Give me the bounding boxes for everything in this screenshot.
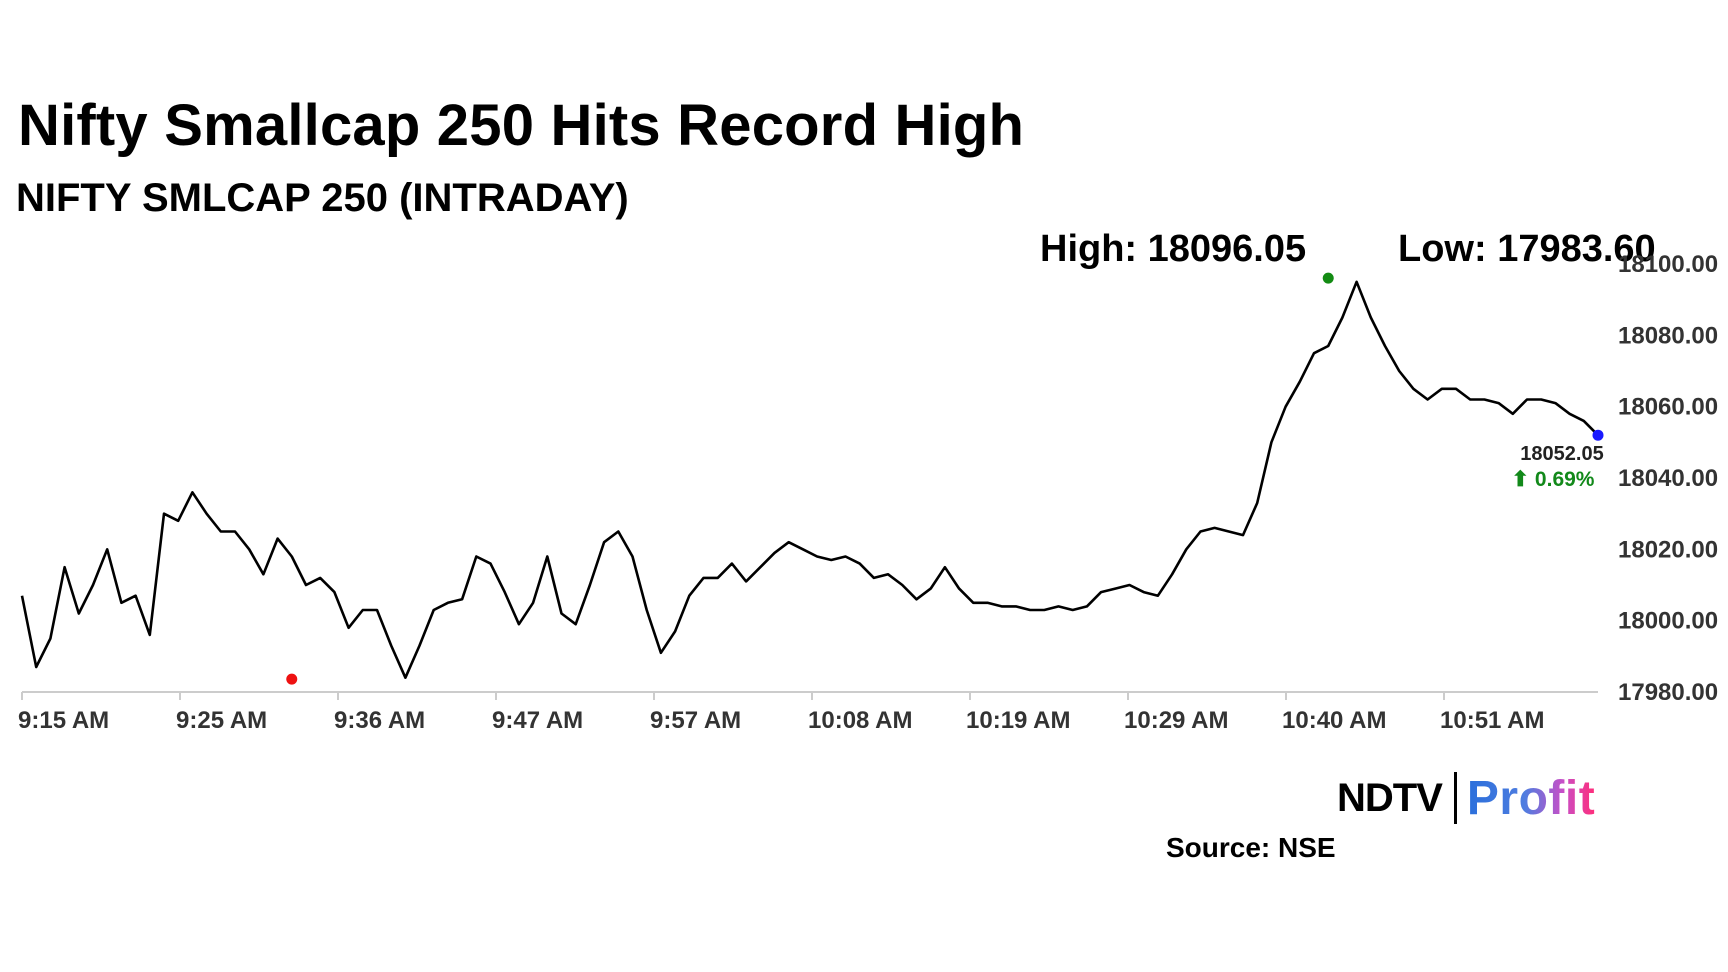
last-value-label: 18052.05	[1520, 443, 1603, 465]
y-tick-label: 18020.00	[1618, 536, 1718, 563]
x-tick-label: 10:19 AM	[966, 707, 1070, 734]
x-tick-label: 9:57 AM	[650, 707, 741, 734]
x-tick-label: 9:47 AM	[492, 707, 583, 734]
ndtv-profit-logo: NDTV Profit	[1337, 770, 1595, 826]
chart-subtitle: NIFTY SMLCAP 250 (INTRADAY)	[16, 176, 629, 220]
chart-title: Nifty Smallcap 250 Hits Record High	[18, 93, 1025, 158]
low-value-label: Low: 17983.60	[1398, 228, 1656, 270]
x-tick-label: 9:15 AM	[18, 707, 109, 734]
x-tick-label: 10:51 AM	[1440, 707, 1544, 734]
low-marker	[286, 673, 298, 685]
x-tick-label: 10:08 AM	[808, 707, 912, 734]
x-tick-label: 10:29 AM	[1124, 707, 1228, 734]
x-axis-ticks: 9:15 AM 9:25 AM 9:36 AM 9:47 AM 9:57 AM 10:08…	[18, 692, 1544, 734]
x-tick-label: 9:25 AM	[176, 707, 267, 734]
change-percent-label: ⬆ 0.69%	[1512, 468, 1595, 491]
x-tick-label: 10:40 AM	[1282, 707, 1386, 734]
last-value-marker	[1592, 429, 1604, 441]
x-tick-label: 9:36 AM	[334, 707, 425, 734]
y-axis-ticks: 18100.00 18080.00 18060.00 18040.00 18020.00…	[1618, 251, 1718, 706]
y-tick-label: 18080.00	[1618, 322, 1718, 349]
y-tick-label: 17980.00	[1618, 679, 1718, 706]
y-tick-label: 18100.00	[1618, 251, 1718, 278]
logo-divider	[1453, 772, 1457, 824]
source-label: Source: NSE	[1166, 832, 1336, 863]
y-tick-label: 18000.00	[1618, 608, 1718, 635]
y-tick-label: 18040.00	[1618, 465, 1718, 492]
logo-profit-text: Profit	[1466, 771, 1596, 825]
high-value-label: High: 18096.05	[1040, 228, 1307, 270]
logo-ndtv-text: NDTV	[1337, 775, 1443, 820]
y-tick-label: 18060.00	[1618, 394, 1718, 421]
series-line	[20, 280, 1599, 679]
high-marker	[1322, 272, 1334, 284]
